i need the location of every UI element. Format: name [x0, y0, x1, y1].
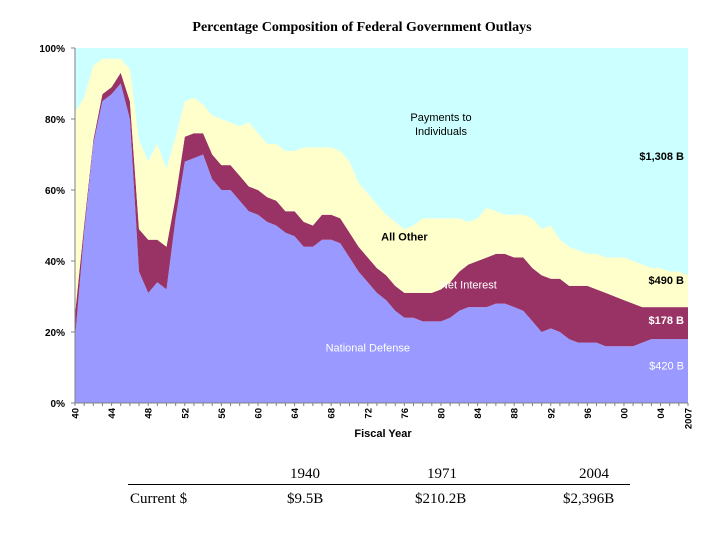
area-payments-to-individuals	[75, 48, 688, 276]
annotation-1-308-b: $1,308 B	[639, 151, 684, 163]
annotation-all-other: All Other	[381, 231, 428, 243]
footer-rule	[128, 484, 630, 485]
plot-area	[75, 48, 688, 403]
y-tick-label: 40%	[45, 257, 65, 268]
footer-row-label: Current $	[130, 491, 188, 507]
y-tick-label: 60%	[45, 186, 65, 197]
x-tick-label: 48	[144, 408, 155, 419]
area-all-other	[75, 58, 688, 315]
footer-year-2004: 2004	[579, 466, 609, 482]
y-tick-label: 100%	[39, 44, 65, 55]
x-axis: 40 44 48 52 56 60 64 68 72 76 80 84 88 92 96 00 04 2007	[71, 402, 695, 429]
x-axis-label: Fiscal Year	[354, 428, 412, 440]
y-tick-label: 0%	[51, 399, 66, 410]
annotation-national-defense: National Defense	[326, 343, 410, 355]
annotation-490-b: $490 B	[649, 275, 685, 287]
series-annotations: Payments to Individuals $1,308 B All Other $…	[326, 112, 685, 372]
annotation-payments-to: Payments to	[410, 112, 471, 124]
x-tick-label: 64	[290, 407, 301, 418]
x-tick-label: 96	[583, 408, 594, 419]
x-tick-label: 40	[71, 408, 82, 419]
x-tick-label: 44	[107, 407, 118, 418]
y-axis: 0% 20% 40% 60% 80% 100%	[39, 44, 76, 410]
annotation-420-b: $420 B	[649, 360, 684, 372]
area-net-interest	[75, 72, 688, 347]
x-tick-label: 60	[254, 408, 265, 419]
chart-title: Percentage Composition of Federal Govern…	[192, 20, 532, 35]
x-tick-label: 84	[473, 407, 484, 418]
annotation-individuals: Individuals	[415, 126, 467, 138]
outlays-area-chart: Percentage Composition of Federal Govern…	[39, 20, 695, 440]
x-tick-label: 00	[620, 408, 631, 419]
x-tick-label: 76	[400, 408, 411, 419]
x-tick-label: 92	[546, 408, 557, 419]
footer-year-1971: 1971	[427, 466, 457, 482]
x-tick-label: 88	[510, 408, 521, 419]
x-tick-label: 2007	[684, 408, 695, 429]
x-tick-label: 68	[327, 408, 338, 419]
footer-year-1940: 1940	[290, 466, 320, 482]
y-tick-label: 20%	[45, 328, 65, 339]
footer-value-2004: $2,396B	[563, 491, 615, 507]
footer-value-1940: $9.5B	[287, 491, 324, 507]
x-tick-label: 52	[180, 408, 191, 419]
footer-value-1971: $210.2B	[415, 491, 467, 507]
x-tick-label: 04	[656, 407, 667, 418]
y-tick-label: 80%	[45, 115, 65, 126]
x-tick-label: 80	[437, 408, 448, 419]
x-tick-label: 72	[363, 408, 374, 419]
area-national-defense	[75, 83, 688, 403]
annotation-net-interest: Net Interest	[440, 279, 497, 291]
x-tick-label: 56	[217, 408, 228, 419]
annotation-178-b: $178 B	[649, 315, 685, 327]
